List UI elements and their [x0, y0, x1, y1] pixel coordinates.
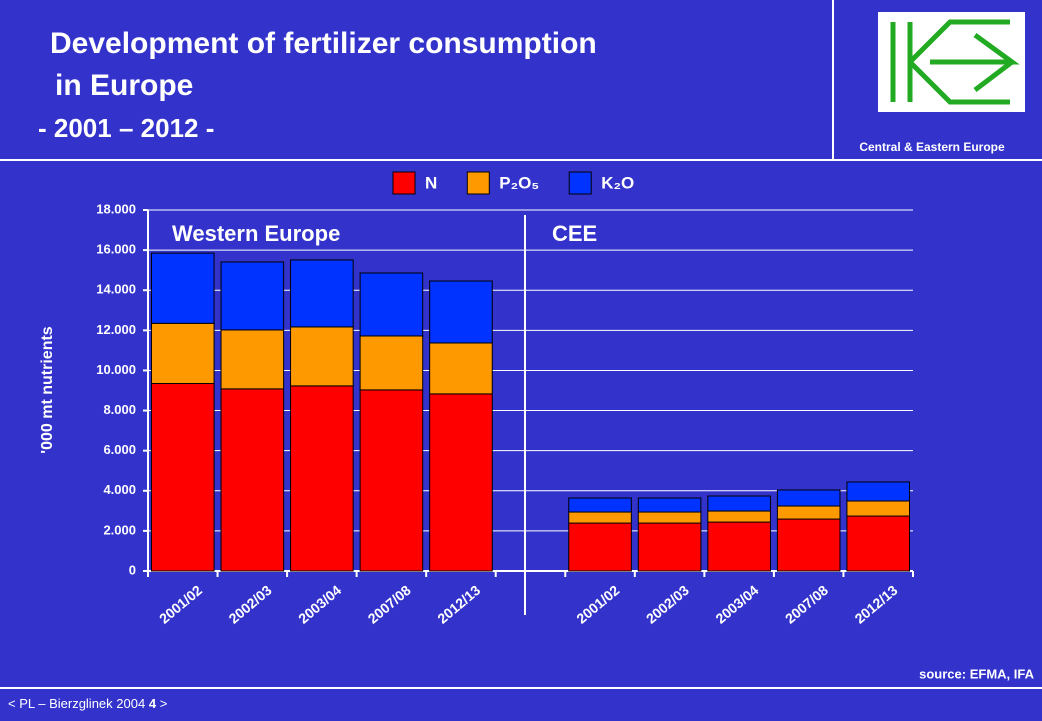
y-tick-label: 2.000 — [103, 522, 136, 537]
bar-segment — [568, 497, 632, 513]
bar-segment — [776, 518, 841, 572]
footer-end: > — [160, 696, 168, 711]
y-tick-label: 6.000 — [103, 442, 136, 457]
bar-segment — [220, 388, 285, 572]
x-tick-label: 2003/04 — [712, 582, 761, 627]
x-tick-label: 2003/04 — [295, 582, 344, 627]
bar-segment — [637, 522, 702, 572]
bar-segment — [637, 497, 702, 513]
y-tick-label: 8.000 — [103, 402, 136, 417]
y-tick-label: 10.000 — [96, 362, 136, 377]
source: source: EFMA, IFA — [919, 666, 1034, 681]
x-tick-label: 2002/03 — [643, 582, 692, 627]
bar-segment — [220, 261, 285, 331]
y-tick-label: 14.000 — [96, 282, 136, 297]
bar-segment — [429, 393, 493, 572]
x-tick-label: 2001/02 — [156, 582, 205, 627]
bar-segment — [150, 252, 215, 324]
bar-segment — [568, 522, 632, 572]
x-tick-label: 2002/03 — [226, 582, 275, 627]
logo-caption: Central & Eastern Europe — [859, 140, 1005, 154]
bar-segment — [150, 382, 215, 572]
annotation: Western Europe — [172, 221, 340, 246]
y-tick-label: 0 — [129, 562, 136, 577]
bar-segment — [846, 500, 911, 517]
bar-segment — [220, 329, 285, 390]
bar-segment — [776, 505, 841, 520]
x-tick-label: 2001/02 — [573, 582, 622, 627]
title-line: Development of fertilizer consumption — [50, 27, 597, 60]
bar-segment — [707, 495, 771, 512]
x-tick-label: 2007/08 — [365, 582, 414, 627]
legend-label: P₂O₅ — [499, 173, 539, 192]
page-number: 4 — [149, 696, 157, 711]
bar-segment — [150, 322, 215, 384]
logo — [878, 12, 1025, 112]
bar-segment — [429, 280, 493, 344]
annotation: CEE — [552, 221, 597, 246]
bar-segment — [846, 481, 911, 502]
y-axis-label: '000 mt nutrients — [39, 326, 56, 453]
title-line: in Europe — [55, 69, 193, 102]
bar-segment — [776, 489, 841, 507]
bar-segment — [290, 385, 354, 572]
bar-segment — [707, 521, 771, 572]
bar-segment — [290, 326, 354, 387]
y-tick-label: 4.000 — [103, 482, 136, 497]
legend-label: K₂O — [601, 173, 634, 192]
bar-segment — [290, 259, 354, 328]
bar-segment — [359, 335, 424, 391]
bar-segment — [707, 510, 771, 523]
legend-label: N — [425, 173, 437, 192]
y-tick-label: 16.000 — [96, 242, 136, 257]
bar-segment — [429, 342, 493, 395]
bar-segment — [568, 511, 632, 524]
y-tick-label: 18.000 — [96, 201, 136, 216]
legend-swatch — [392, 171, 416, 195]
bar-segment — [846, 515, 911, 572]
legend-swatch — [466, 171, 490, 195]
x-tick-label: 2007/08 — [782, 582, 831, 627]
y-tick-label: 12.000 — [96, 322, 136, 337]
legend-swatch — [568, 171, 592, 195]
x-tick-label: 2012/13 — [434, 582, 483, 627]
x-tick-label: 2012/13 — [851, 582, 900, 627]
bar-segment — [637, 511, 702, 524]
bar-segment — [359, 272, 424, 337]
bar-segment — [359, 389, 424, 572]
footer-text: < PL – Bierzglinek 2004 — [8, 696, 145, 711]
footer: < PL – Bierzglinek 2004 4 > — [8, 696, 167, 711]
subtitle: - 2001 – 2012 - — [38, 113, 214, 143]
